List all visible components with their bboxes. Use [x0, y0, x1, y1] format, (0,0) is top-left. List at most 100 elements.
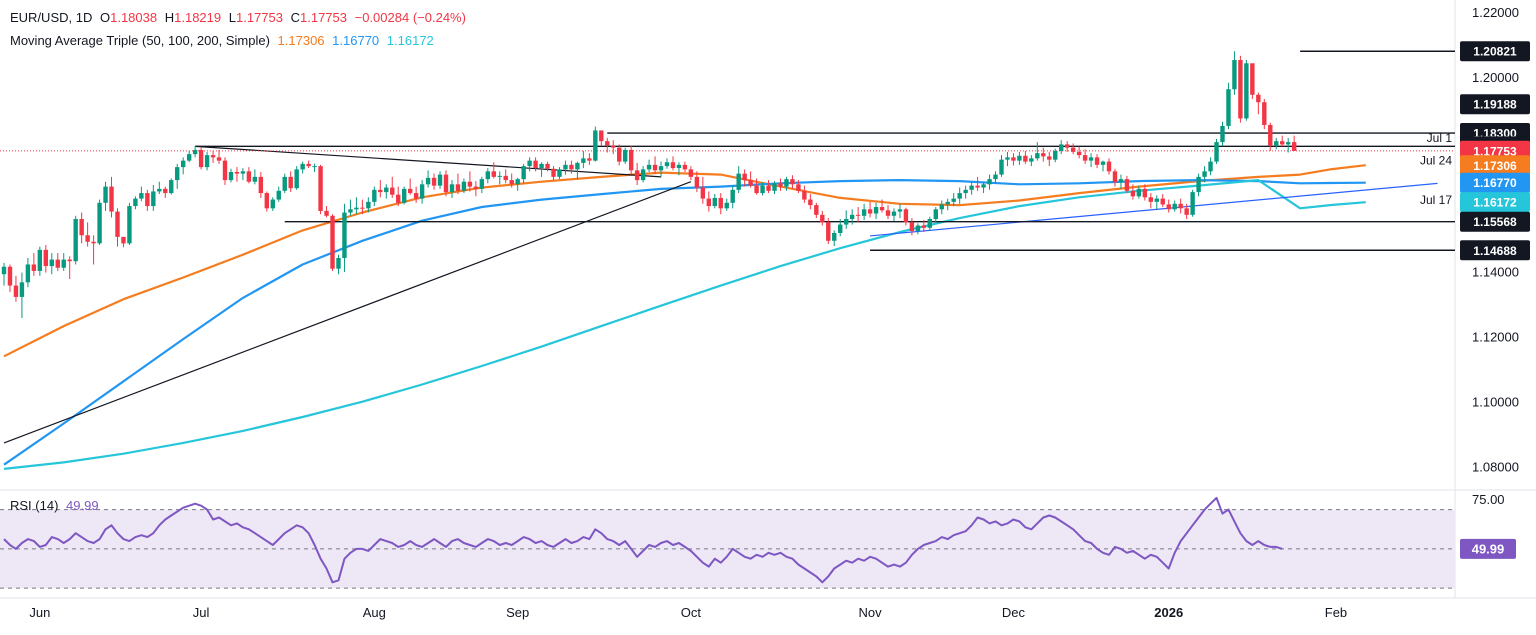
candle: [1130, 184, 1136, 200]
candle: [1244, 60, 1249, 121]
candle-body: [718, 197, 723, 209]
candle-body: [396, 194, 401, 203]
horizontal-levels: [0, 50, 1455, 251]
symbol-label: EUR/USD, 1D: [10, 10, 93, 25]
candle: [981, 182, 986, 194]
candle: [396, 186, 401, 207]
candle-body: [1082, 155, 1088, 161]
candle-body: [742, 173, 747, 181]
candle-body: [7, 266, 13, 286]
candle: [192, 146, 198, 158]
candle-body: [246, 171, 252, 182]
rsi-pane: 75.00 49.99: [0, 492, 1516, 589]
candle-body: [1053, 150, 1058, 160]
candle-body: [622, 149, 628, 162]
candle: [175, 163, 180, 189]
ma50-value-bg: [1460, 155, 1530, 176]
candle: [951, 193, 956, 207]
candle-body: [79, 219, 84, 236]
candle-body: [987, 179, 992, 185]
candle-body: [1118, 179, 1124, 183]
candle-body: [682, 164, 688, 170]
candle: [330, 214, 335, 271]
candle: [336, 254, 341, 275]
nov-uptrend-line: [870, 182, 1438, 237]
ma-legend[interactable]: Moving Average Triple (50, 100, 200, Sim…: [10, 33, 438, 48]
candle-body: [664, 162, 670, 167]
candle-body: [270, 199, 275, 209]
candle: [1112, 168, 1118, 187]
candle-body: [981, 184, 986, 188]
candle: [19, 272, 25, 319]
symbol-legend[interactable]: EUR/USD, 1D O1.18038 H1.18219 L1.17753 C…: [10, 10, 470, 25]
candle-body: [1250, 63, 1255, 95]
y-tick-label: 1.14000: [1472, 265, 1519, 280]
candle-body: [180, 160, 186, 168]
candle: [1184, 203, 1189, 220]
rsi-tick-label: 75.00: [1472, 492, 1505, 507]
annotation-jul-17: Jul 17: [1420, 193, 1452, 207]
candle: [1082, 149, 1088, 164]
level-1-14688: 1.14688: [1460, 240, 1530, 261]
candle: [1154, 195, 1159, 210]
candle-body: [706, 198, 712, 207]
candle: [993, 171, 998, 184]
candle: [963, 185, 968, 199]
candle: [790, 175, 795, 189]
candle: [1053, 148, 1058, 163]
candle: [1285, 137, 1291, 153]
long-uptrend-line: [3, 181, 692, 444]
annotations: Jul 1 Jul 24 Jul 17: [1420, 131, 1452, 207]
rsi-legend[interactable]: RSI (14) 49.99: [10, 498, 103, 513]
candle-body: [724, 202, 729, 209]
candle: [467, 171, 473, 192]
level-1-14688-label: 1.14688: [1473, 244, 1517, 258]
candle: [784, 176, 789, 191]
open-label: O: [99, 10, 111, 25]
candle-body: [354, 207, 359, 210]
candle: [581, 150, 586, 169]
candle-body: [634, 170, 640, 181]
candle: [85, 222, 90, 247]
candle-body: [646, 164, 652, 170]
candle: [1208, 157, 1213, 176]
candle: [300, 161, 305, 174]
candle: [13, 275, 19, 302]
candle-body: [1208, 161, 1213, 172]
candle-body: [1244, 63, 1249, 119]
candle: [873, 202, 879, 220]
candle-body: [1220, 125, 1225, 143]
candle-body: [772, 183, 777, 191]
candle: [897, 203, 903, 219]
candle: [1041, 147, 1046, 162]
candle: [234, 167, 240, 182]
candle: [276, 186, 281, 202]
candle-body: [216, 157, 222, 161]
candle-body: [73, 219, 78, 262]
candle-body: [198, 149, 204, 168]
candle: [115, 208, 120, 247]
candle-body: [85, 235, 90, 242]
candle: [25, 257, 31, 288]
candle-body: [784, 179, 789, 187]
candle-body: [103, 186, 108, 203]
candle-body: [796, 184, 801, 191]
candle: [455, 173, 461, 195]
candle-body: [754, 185, 759, 194]
candle: [569, 160, 574, 174]
candle-body: [479, 179, 485, 189]
candle-body: [736, 173, 741, 190]
high-value: 1.18219: [174, 10, 222, 25]
candle: [37, 246, 43, 276]
ma100-value-label: 1.16770: [1473, 176, 1517, 190]
candle: [133, 196, 138, 210]
candle: [79, 212, 84, 244]
candle-body: [67, 259, 72, 262]
candle-body: [413, 193, 419, 199]
candle: [413, 186, 419, 203]
candle-body: [1160, 198, 1165, 205]
candle-body: [473, 186, 479, 189]
x-tick-label: Sep: [506, 605, 529, 620]
close-label: C: [290, 10, 300, 25]
